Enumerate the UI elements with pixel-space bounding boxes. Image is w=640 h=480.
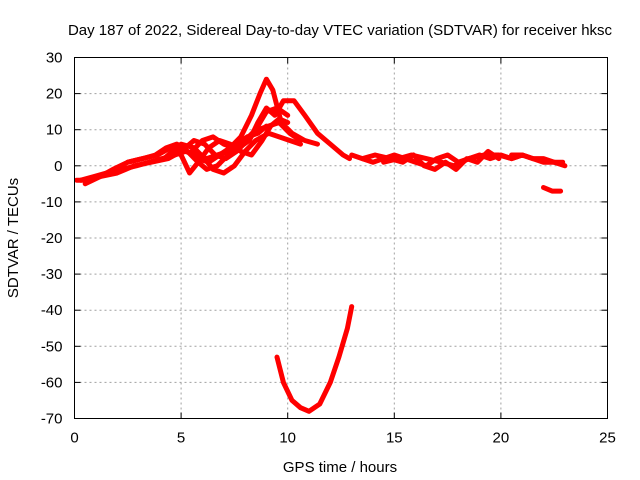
x-axis-label: GPS time / hours bbox=[283, 459, 397, 476]
x-tick-label: 0 bbox=[70, 430, 78, 447]
y-tick-label: -40 bbox=[41, 302, 63, 319]
y-tick-label: 10 bbox=[46, 122, 63, 139]
x-tick-label: 25 bbox=[599, 430, 616, 447]
series-track-13 bbox=[274, 304, 355, 414]
y-tick-label: -50 bbox=[41, 338, 63, 355]
y-axis-label: SDTVAR / TECUs bbox=[5, 178, 22, 298]
y-tick-label: -10 bbox=[41, 194, 63, 211]
y-tick-label: -20 bbox=[41, 230, 63, 247]
y-tick-label: 30 bbox=[46, 50, 63, 67]
y-tick-label: 20 bbox=[46, 86, 63, 103]
y-tick-label: 0 bbox=[54, 158, 62, 175]
x-tick-label: 20 bbox=[493, 430, 510, 447]
series-track-7 bbox=[189, 105, 291, 154]
x-tick-label: 15 bbox=[386, 430, 403, 447]
y-tick-label: -60 bbox=[41, 374, 63, 391]
y-tick-label: -30 bbox=[41, 266, 63, 283]
y-tick-label: -70 bbox=[41, 411, 63, 428]
x-tick-label: 5 bbox=[177, 430, 185, 447]
axis-ticks: 0 5 10 15 20 25 30 20 10 0 -10 -20 -30 -40 -50 -60 -70 bbox=[41, 50, 616, 447]
chart-title: Day 187 of 2022, Sidereal Day-to-day VTE… bbox=[68, 22, 613, 39]
series-track-11 bbox=[509, 152, 566, 165]
series-track-12 bbox=[541, 185, 564, 194]
x-tick-label: 10 bbox=[279, 430, 296, 447]
data-series bbox=[74, 76, 568, 414]
